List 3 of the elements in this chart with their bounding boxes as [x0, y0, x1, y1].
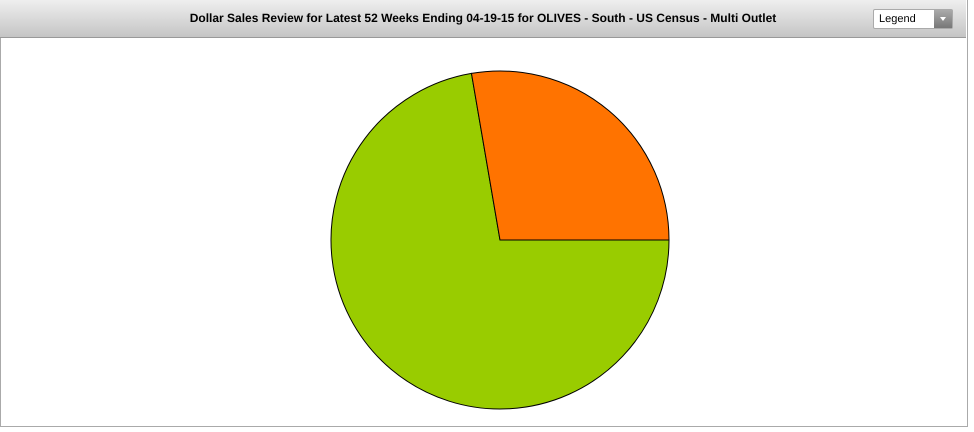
pie-slice — [330, 72, 670, 410]
chart-title: Dollar Sales Review for Latest 52 Weeks Ending 04-19-15 for OLIVES - South - US Census - Multi Outlet — [190, 11, 776, 25]
legend-dropdown: Legend — [873, 9, 953, 29]
